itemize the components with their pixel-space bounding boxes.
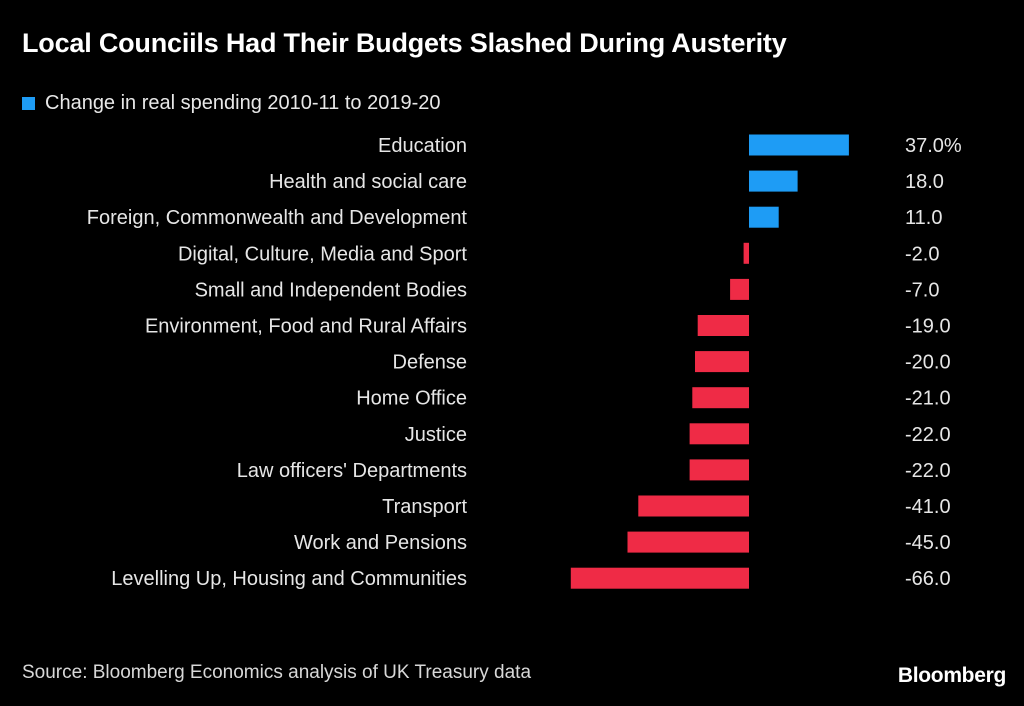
value-label: -22.0 [905, 460, 951, 482]
bar [692, 387, 749, 409]
category-label: Law officers' Departments [237, 460, 467, 482]
category-label: Levelling Up, Housing and Communities [111, 568, 467, 590]
value-label: -41.0 [905, 496, 951, 518]
category-label: Home Office [356, 388, 467, 410]
category-label: Justice [405, 424, 467, 446]
value-label: -21.0 [905, 388, 951, 410]
category-label: Education [378, 135, 467, 157]
bar [627, 531, 749, 553]
category-label: Environment, Food and Rural Affairs [145, 316, 467, 338]
legend-label: Change in real spending 2010-11 to 2019-… [45, 91, 441, 114]
category-label: Small and Independent Bodies [195, 279, 467, 301]
category-label: Digital, Culture, Media and Sport [178, 243, 467, 265]
category-label: Health and social care [269, 171, 467, 193]
category-label: Defense [393, 352, 468, 374]
value-label: -7.0 [905, 279, 939, 301]
bar [749, 134, 849, 156]
legend: Change in real spending 2010-11 to 2019-… [22, 90, 441, 116]
bar [570, 567, 749, 589]
value-label: -19.0 [905, 316, 951, 338]
bar [697, 315, 749, 336]
value-label: -22.0 [905, 424, 951, 446]
value-label: -45.0 [905, 532, 951, 554]
category-label: Work and Pensions [294, 532, 467, 554]
bar [743, 242, 749, 264]
bar [695, 351, 749, 373]
value-label: 11.0 [905, 207, 942, 229]
bar [638, 495, 749, 517]
bar [689, 423, 749, 445]
value-label: -66.0 [905, 568, 951, 590]
bar [689, 459, 749, 481]
source-note: Source: Bloomberg Economics analysis of … [22, 662, 532, 683]
value-label: -20.0 [905, 352, 951, 374]
value-label: -2.0 [905, 243, 939, 265]
category-label: Transport [382, 496, 467, 518]
bar [749, 206, 779, 228]
category-label: Foreign, Commonwealth and Development [87, 207, 468, 229]
value-label: 18.0 [905, 171, 944, 193]
bloomberg-logo: Bloomberg [897, 664, 1006, 687]
value-label: 37.0% [905, 135, 962, 157]
legend-swatch [22, 96, 35, 110]
bar [749, 170, 798, 192]
chart-title: Local Counciils Had Their Budgets Slashe… [22, 28, 787, 58]
bar [730, 278, 749, 300]
